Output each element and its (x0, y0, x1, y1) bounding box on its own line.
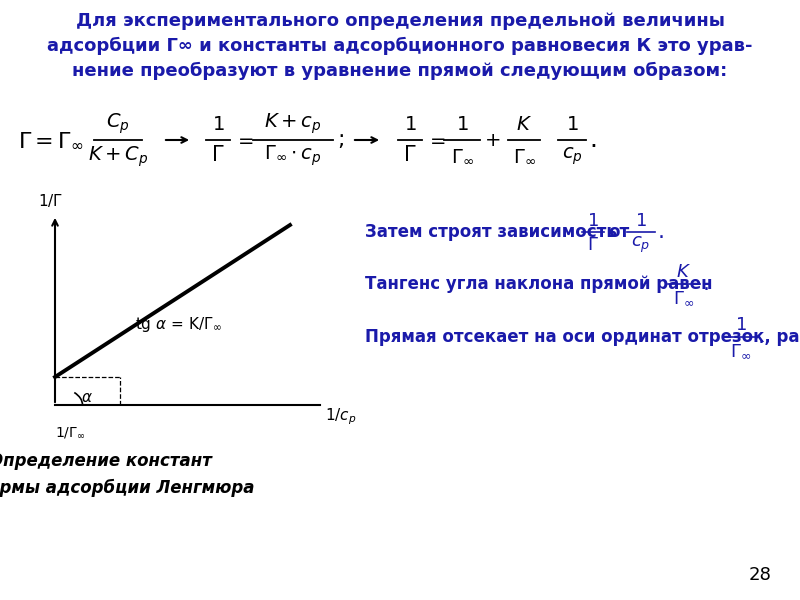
Text: $\Gamma = \Gamma_\infty$: $\Gamma = \Gamma_\infty$ (18, 130, 83, 150)
Text: $\alpha$: $\alpha$ (81, 389, 93, 404)
Text: Тангенс угла наклона прямой равен: Тангенс угла наклона прямой равен (365, 275, 713, 293)
Text: $+$: $+$ (484, 130, 500, 149)
Text: $\Gamma$: $\Gamma$ (587, 236, 599, 254)
Text: $c_p$: $c_p$ (562, 145, 582, 167)
Text: $1$: $1$ (635, 212, 647, 230)
Text: $1$: $1$ (404, 115, 416, 133)
Text: Для экспериментального определения предельной величины
адсорбции Г∞ и константы : Для экспериментального определения преде… (47, 12, 753, 80)
Text: $;$: $;$ (337, 130, 344, 150)
Text: $K$: $K$ (516, 115, 532, 133)
Text: $1$: $1$ (735, 316, 747, 334)
Text: $1/c_p$: $1/c_p$ (325, 407, 357, 427)
Text: $c_p$: $c_p$ (631, 235, 650, 255)
Text: $K + c_p$: $K + c_p$ (264, 112, 322, 136)
Text: .: . (703, 274, 710, 294)
Text: $=$: $=$ (426, 130, 446, 149)
Text: .: . (758, 327, 765, 347)
Text: $\Gamma$: $\Gamma$ (211, 145, 225, 165)
Text: $1$: $1$ (587, 212, 599, 230)
Text: $\Gamma_\infty$: $\Gamma_\infty$ (730, 342, 752, 360)
Text: .: . (658, 222, 665, 242)
Text: от: от (608, 223, 630, 241)
Text: $.$: $.$ (589, 128, 596, 152)
Text: $\Gamma_\infty$: $\Gamma_\infty$ (674, 289, 694, 307)
Text: $1$: $1$ (456, 115, 468, 133)
Text: Определение констант
изотермы адсорбции Ленгмюра: Определение констант изотермы адсорбции … (0, 452, 254, 497)
Text: $\Gamma$: $\Gamma$ (403, 145, 417, 165)
Text: $1/\Gamma$: $1/\Gamma$ (38, 192, 63, 209)
Text: $\Gamma_\infty$: $\Gamma_\infty$ (450, 146, 474, 166)
Text: $K + C_p$: $K + C_p$ (88, 145, 148, 169)
Text: Прямая отсекает на оси ординат отрезок, равный: Прямая отсекает на оси ординат отрезок, … (365, 328, 800, 346)
Text: $1$: $1$ (566, 115, 578, 133)
Text: $1$: $1$ (212, 115, 224, 133)
Text: 28: 28 (749, 566, 771, 584)
Text: $=$: $=$ (234, 130, 254, 149)
Text: $\Gamma_\infty$: $\Gamma_\infty$ (513, 146, 535, 166)
Text: $1/\Gamma_\infty$: $1/\Gamma_\infty$ (55, 426, 85, 440)
Text: $\Gamma_\infty \cdot c_p$: $\Gamma_\infty \cdot c_p$ (264, 144, 322, 168)
Text: $C_p$: $C_p$ (106, 112, 130, 136)
Text: tg $\alpha$ = K/Г$_\infty$: tg $\alpha$ = K/Г$_\infty$ (135, 316, 222, 335)
Text: Затем строят зависимость: Затем строят зависимость (365, 223, 617, 241)
Text: $K$: $K$ (677, 263, 691, 281)
